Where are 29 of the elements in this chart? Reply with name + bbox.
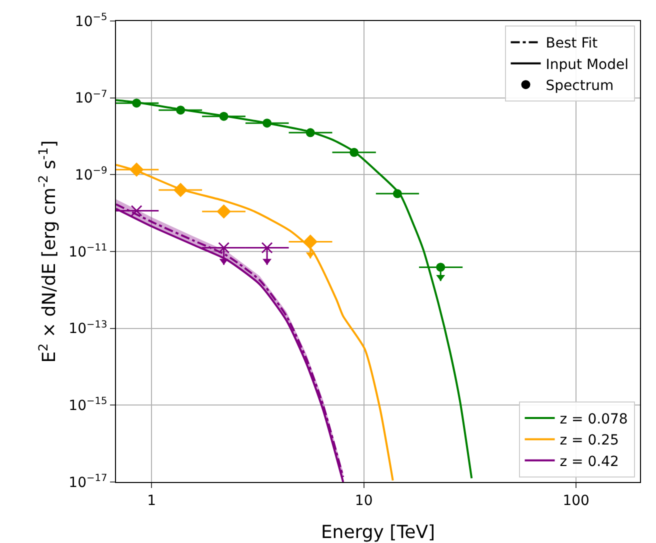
point (306, 128, 315, 138)
point (216, 204, 231, 219)
point (176, 106, 186, 115)
y-tick-label: 10$^{−7}$ (74, 88, 108, 107)
x-tick-label: 100 (562, 492, 590, 509)
y-tick-label: 10$^{−11}$ (68, 242, 108, 260)
legend-label: Spectrum (546, 78, 614, 94)
legend-label: z = 0.25 (560, 432, 619, 449)
legend-label: Input Model (546, 56, 629, 73)
point (392, 189, 402, 198)
point (350, 148, 359, 157)
point (219, 112, 228, 121)
x-tick-label: 10 (354, 492, 373, 509)
y-tick-label: 10$^{−17}$ (68, 473, 108, 491)
y-tick-label: 10$^{−15}$ (68, 396, 108, 414)
point (132, 98, 142, 108)
y-tick-label: 10$^{−5}$ (74, 12, 108, 30)
point (173, 182, 188, 198)
x-tick-label: 1 (147, 492, 156, 509)
legend-label: z = 0.42 (560, 454, 619, 470)
point (262, 118, 272, 128)
x-axis-title: Energy [TeV] (320, 522, 436, 543)
point (130, 205, 142, 216)
point (129, 162, 144, 177)
y-tick-label: 10$^{−13}$ (68, 319, 108, 338)
y-tick-label: 10$^{−9}$ (74, 166, 108, 184)
point (436, 262, 446, 272)
legend-label: z = 0.078 (560, 411, 628, 428)
legend-label: Best Fit (546, 36, 598, 52)
